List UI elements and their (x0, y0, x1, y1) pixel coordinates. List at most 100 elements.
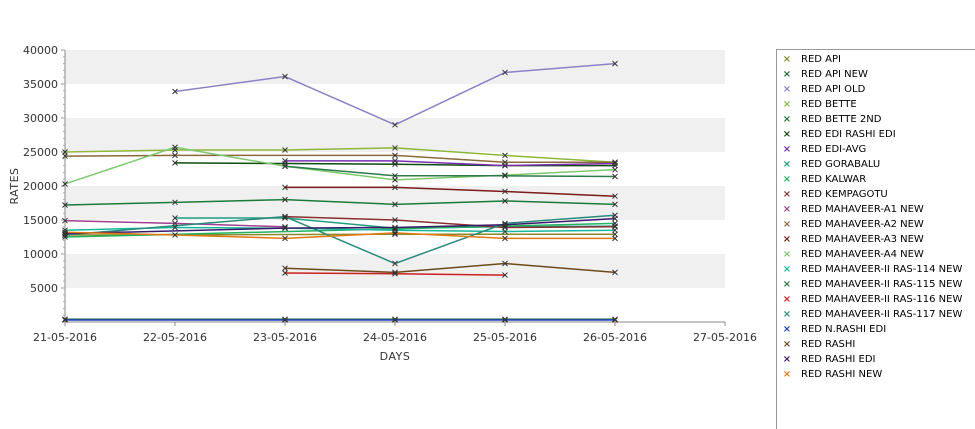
data-point-marker (172, 220, 178, 227)
data-point-marker (502, 235, 508, 242)
data-point-marker (502, 260, 508, 267)
legend-item: × RED KALWAR (777, 174, 975, 185)
data-point-marker (392, 225, 398, 232)
data-point-marker (282, 73, 288, 80)
data-point-marker (172, 88, 178, 95)
legend-item: × RED RASHI (777, 339, 975, 350)
y-tick-label: 10000 (23, 248, 58, 261)
y-tick-label: 5000 (30, 282, 58, 295)
grid-band (65, 84, 725, 118)
data-point-marker (392, 172, 398, 179)
legend-marker-icon: × (782, 189, 792, 200)
data-point-marker (282, 265, 288, 272)
data-point-marker (392, 260, 398, 267)
data-point-marker (502, 272, 508, 278)
data-point-marker (502, 220, 508, 227)
data-point-marker (502, 172, 508, 179)
legend-item: × RED MAHAVEER-II RAS-117 NEW (777, 309, 975, 320)
legend-item: × RED RASHI NEW (777, 369, 975, 380)
x-tick-label: 24-05-2016 (363, 331, 427, 344)
data-point-marker (612, 193, 618, 200)
legend-marker-icon: × (782, 294, 792, 305)
legend-label: RED API (801, 54, 841, 65)
legend-marker-icon: × (782, 249, 792, 260)
data-point-marker (392, 217, 398, 223)
y-tick-label: 35000 (23, 78, 58, 91)
y-tick-label: 25000 (23, 146, 58, 159)
data-point-marker (392, 270, 398, 277)
data-point-marker (612, 269, 618, 276)
y-axis-label: RATES (8, 167, 21, 204)
data-point-marker (392, 152, 398, 159)
series-line (64, 146, 616, 185)
data-point-marker (172, 224, 178, 231)
data-point-marker (62, 202, 68, 208)
legend-item: × RED BETTE (777, 99, 975, 110)
legend-item: × RED GORABALU (777, 159, 975, 170)
data-point-marker (502, 188, 508, 195)
series-line (285, 186, 616, 197)
x-tick-label: 21-05-2016 (33, 331, 97, 344)
series-line (285, 160, 616, 167)
legend-marker-icon: × (782, 219, 792, 230)
data-point-marker (172, 152, 178, 159)
legend-marker-icon: × (782, 279, 792, 290)
data-point-marker (612, 173, 618, 180)
legend-item: × RED MAHAVEER-II RAS-116 NEW (777, 294, 975, 305)
series-line (284, 262, 616, 274)
data-point-marker (612, 235, 618, 242)
legend-item: × RED API NEW (777, 69, 975, 80)
legend-item: × RED API OLD (777, 84, 975, 95)
legend-marker-icon: × (782, 264, 792, 275)
data-point-marker (282, 147, 288, 153)
data-point-marker (392, 230, 398, 236)
series-line (64, 198, 616, 206)
chart-legend: × RED API × RED API NEW × RED API OLD × RED BET… (776, 49, 975, 429)
legend-item: × RED KEMPAGOTU (777, 189, 975, 200)
legend-item: × RED EDI RASHI EDI (777, 129, 975, 140)
grid-band (65, 50, 725, 84)
data-point-marker (172, 215, 178, 221)
data-point-marker (502, 152, 508, 159)
data-point-marker (612, 166, 618, 173)
data-point-marker (282, 163, 288, 170)
legend-item: × RED N.RASHI EDI (777, 324, 975, 335)
legend-label: RED RASHI NEW (801, 369, 883, 380)
x-axis: 21-05-2016 22-05-2016 23-05-2016 24-05-2016… (33, 321, 757, 344)
data-point-marker (282, 213, 288, 220)
data-point-marker (502, 198, 508, 204)
legend-item: × RED EDI-AVG (777, 144, 975, 155)
data-point-marker (392, 224, 398, 231)
data-point-marker (392, 121, 398, 128)
legend-item: × RED MAHAVEER-A4 NEW (777, 249, 975, 260)
legend-label: RED N.RASHI EDI (801, 324, 887, 335)
legend-marker-icon: × (782, 129, 792, 140)
legend-marker-icon: × (782, 114, 792, 125)
legend-label: RED GORABALU (801, 159, 881, 170)
data-point-marker (282, 184, 288, 191)
data-point-marker (612, 159, 618, 166)
legend-marker-icon: × (782, 69, 792, 80)
data-point-marker (612, 231, 618, 238)
series-line (64, 147, 616, 163)
legend-item: × RED MAHAVEER-A3 NEW (777, 234, 975, 245)
legend-label: RED KEMPAGOTU (801, 189, 888, 200)
data-point-marker (172, 160, 178, 166)
legend-item: × RED BETTE 2ND (777, 114, 975, 125)
data-point-marker (62, 181, 68, 187)
y-axis: 5000 10000 15000 20000 25000 30000 35000 40000 (23, 44, 66, 323)
data-point-marker (282, 317, 288, 323)
data-point-marker (502, 221, 508, 228)
x-tick-label: 22-05-2016 (143, 331, 207, 344)
legend-marker-icon: × (782, 174, 792, 185)
grid-band (65, 288, 725, 322)
y-tick-label: 30000 (23, 112, 58, 125)
series-line (284, 165, 616, 178)
legend-marker-icon: × (782, 84, 792, 95)
legend-marker-icon: × (782, 309, 792, 320)
grid-band (65, 118, 725, 152)
data-point-marker (62, 149, 68, 155)
legend-marker-icon: × (782, 204, 792, 215)
legend-item: × RED MAHAVEER-II RAS-114 NEW (777, 264, 975, 275)
